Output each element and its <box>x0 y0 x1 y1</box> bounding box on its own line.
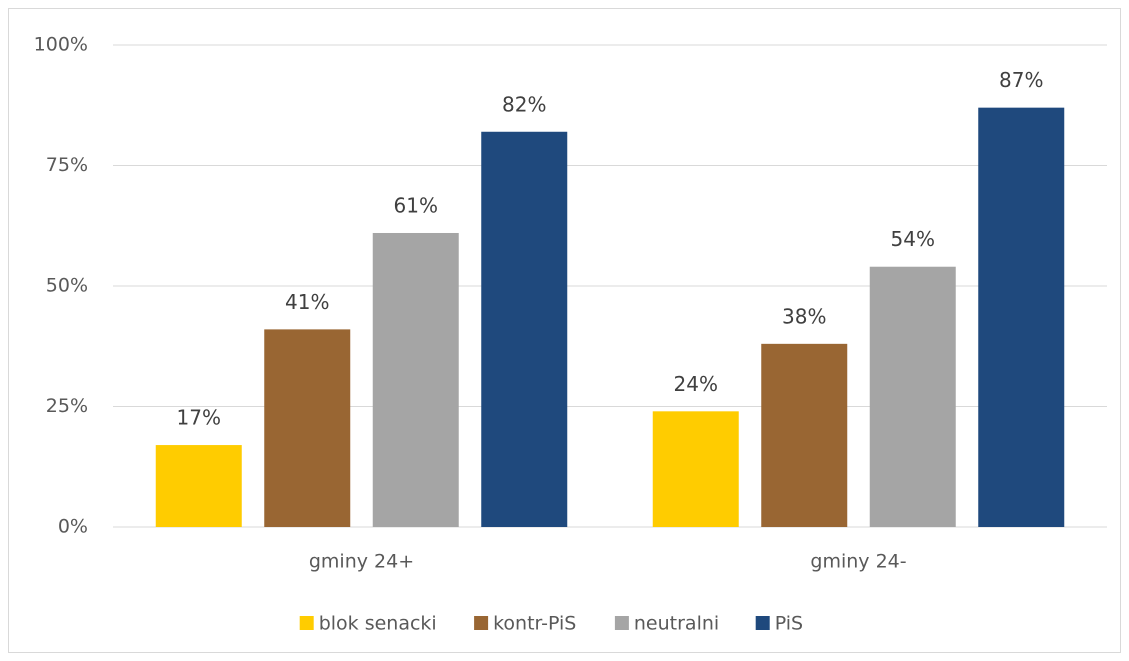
data-label: 38% <box>782 304 826 328</box>
legend-label: neutralni <box>634 613 719 635</box>
y-tick-label: 50% <box>46 275 88 297</box>
data-label: 17% <box>177 406 221 430</box>
legend-swatch <box>614 616 629 630</box>
legend-swatch <box>299 616 314 630</box>
bar <box>372 232 459 528</box>
bar <box>761 343 848 527</box>
data-label: 82% <box>502 92 546 116</box>
y-tick-label: 75% <box>46 154 88 176</box>
bar <box>264 329 351 527</box>
bar <box>481 131 568 527</box>
legend-label: blok senacki <box>319 613 437 635</box>
data-label: 41% <box>285 290 329 314</box>
legend-label: PiS <box>775 613 803 635</box>
legend-swatch <box>474 616 489 630</box>
y-tick-label: 0% <box>58 516 88 538</box>
x-tick-label: gminy 24+ <box>309 551 414 573</box>
data-label: 54% <box>891 227 935 251</box>
y-tick-label: 25% <box>46 395 88 417</box>
bar <box>155 445 242 527</box>
bar <box>869 266 956 527</box>
bar <box>978 107 1065 527</box>
legend-label: kontr-PiS <box>493 613 576 635</box>
x-tick-label: gminy 24- <box>810 551 906 573</box>
data-label: 87% <box>999 68 1043 92</box>
data-label: 61% <box>394 193 438 217</box>
bar <box>652 411 739 527</box>
data-label: 24% <box>674 372 718 396</box>
legend-swatch <box>755 616 770 630</box>
y-tick-label: 100% <box>34 34 88 56</box>
